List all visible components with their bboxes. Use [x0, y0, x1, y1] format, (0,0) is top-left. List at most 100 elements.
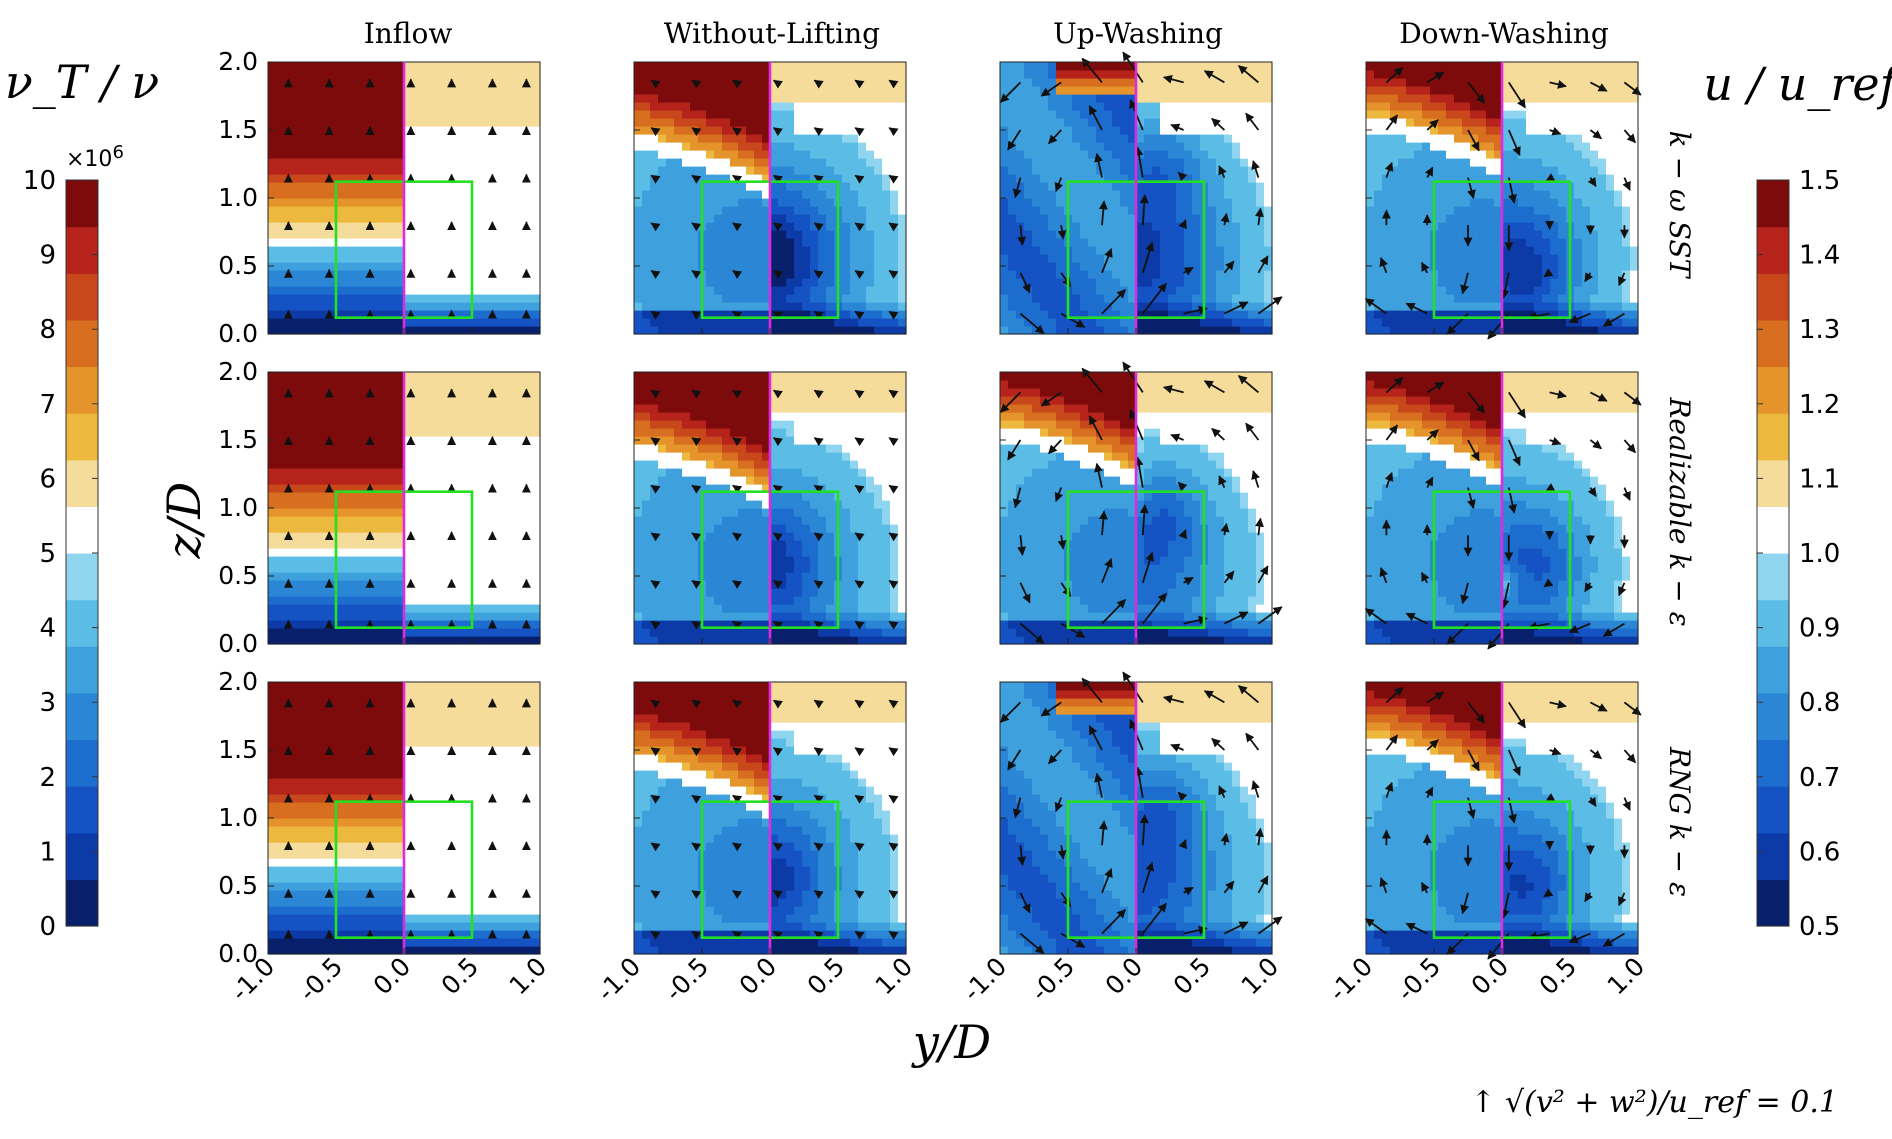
field-cell — [1160, 230, 1169, 239]
left-colorbar-segment — [66, 273, 98, 321]
field-cell — [276, 310, 285, 319]
field-cell — [730, 246, 739, 255]
field-cell — [1248, 142, 1257, 151]
field-cell — [1598, 70, 1607, 79]
field-cell — [1422, 238, 1431, 247]
field-cell — [316, 190, 325, 199]
field-cell — [746, 102, 755, 111]
field-cell — [348, 166, 357, 175]
field-cell — [476, 294, 485, 303]
field-cell — [1446, 142, 1455, 151]
field-cell — [380, 158, 389, 167]
field-cell — [1534, 94, 1543, 103]
field-cell — [1176, 326, 1185, 335]
field-cell — [818, 222, 827, 231]
field-cell — [1526, 238, 1535, 247]
field-cell — [484, 166, 493, 175]
field-cell — [1550, 158, 1559, 167]
field-cell — [324, 102, 333, 111]
field-cell — [722, 262, 731, 271]
field-cell — [1200, 110, 1209, 119]
field-cell — [340, 150, 349, 159]
field-cell — [1534, 262, 1543, 271]
field-cell — [1072, 238, 1081, 247]
field-cell — [1248, 262, 1257, 271]
field-cell — [714, 118, 723, 127]
field-cell — [1478, 118, 1487, 127]
field-cell — [1422, 294, 1431, 303]
field-cell — [1502, 238, 1511, 247]
field-cell — [770, 294, 779, 303]
field-cell — [818, 246, 827, 255]
field-cell — [340, 86, 349, 95]
field-cell — [1406, 206, 1415, 215]
field-cell — [476, 134, 485, 143]
field-cell — [1478, 78, 1487, 87]
field-cell — [324, 278, 333, 287]
field-cell — [508, 182, 517, 191]
field-cell — [1494, 174, 1503, 183]
field-cell — [332, 118, 341, 127]
field-cell — [268, 532, 277, 541]
field-cell — [858, 278, 867, 287]
field-cell — [746, 94, 755, 103]
field-cell — [468, 158, 477, 167]
field-cell — [1104, 174, 1113, 183]
field-cell — [1192, 230, 1201, 239]
field-cell — [1232, 302, 1241, 311]
field-cell — [452, 70, 461, 79]
field-cell — [1136, 262, 1145, 271]
field-cell — [794, 254, 803, 263]
field-cell — [1462, 270, 1471, 279]
field-cell — [674, 238, 683, 247]
field-cell — [1414, 126, 1423, 135]
field-cell — [1462, 158, 1471, 167]
field-cell — [890, 198, 899, 207]
field-cell — [500, 182, 509, 191]
field-cell — [1096, 94, 1105, 103]
field-cell — [818, 134, 827, 143]
field-cell — [1582, 102, 1591, 111]
field-cell — [874, 94, 883, 103]
field-cell — [1454, 286, 1463, 295]
field-cell — [1200, 118, 1209, 127]
field-cell — [452, 222, 461, 231]
field-cell — [1168, 230, 1177, 239]
field-cell — [882, 318, 891, 327]
field-cell — [468, 118, 477, 127]
field-cell — [874, 254, 883, 263]
field-cell — [1024, 270, 1033, 279]
field-cell — [1248, 126, 1257, 135]
field-cell — [532, 254, 541, 263]
field-cell — [1160, 102, 1169, 111]
field-cell — [1590, 206, 1599, 215]
field-cell — [754, 182, 763, 191]
field-cell — [1462, 62, 1471, 71]
velocity-arrow — [1211, 117, 1226, 131]
field-cell — [874, 262, 883, 271]
field-cell — [300, 302, 309, 311]
field-cell — [1216, 294, 1225, 303]
field-cell — [1534, 198, 1543, 207]
right-colorbar-tick-label: 0.6 — [1799, 837, 1840, 867]
field-cell — [1438, 318, 1447, 327]
field-cell — [810, 254, 819, 263]
field-cell — [1614, 222, 1623, 231]
field-cell — [1072, 294, 1081, 303]
field-cell — [340, 294, 349, 303]
field-cell — [1208, 222, 1217, 231]
field-cell — [1144, 86, 1153, 95]
field-cell — [738, 326, 747, 335]
field-cell — [300, 326, 309, 335]
field-cell — [1264, 222, 1273, 231]
field-cell — [1598, 62, 1607, 71]
field-cell — [1510, 270, 1519, 279]
field-cell — [754, 166, 763, 175]
field-cell — [1120, 134, 1129, 143]
field-cell — [778, 262, 787, 271]
field-cell — [476, 270, 485, 279]
field-cell — [1256, 158, 1265, 167]
field-cell — [404, 262, 413, 271]
field-cell — [412, 190, 421, 199]
field-cell — [380, 182, 389, 191]
